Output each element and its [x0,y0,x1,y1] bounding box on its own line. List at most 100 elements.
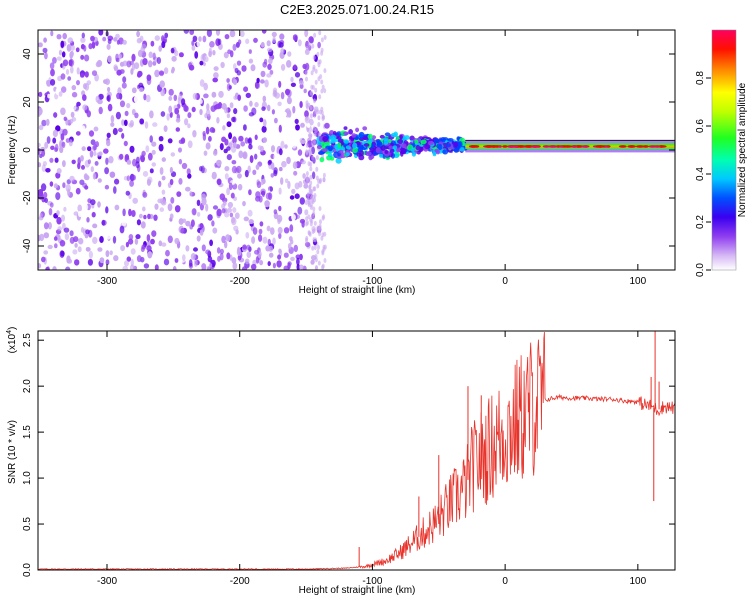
heatmap-cell [318,59,322,65]
heatmap-cell [266,225,271,232]
heatmap-cell [318,94,322,100]
heatmap-cell [203,150,208,156]
heatmap-cell [299,218,306,224]
heatmap-cell [55,125,61,132]
heatmap-cell [309,180,313,186]
x-tick-label: 100 [629,576,646,587]
heatmap-cell [270,173,275,178]
heatmap-cell [315,155,319,161]
heatmap-cell [248,143,253,150]
heatmap-cell [306,192,310,198]
heatmap-cell [174,205,181,213]
heatmap-cell [171,55,177,62]
heatmap-cell [212,205,219,210]
heatmap-cell [248,219,254,225]
heatmap-cell [119,153,124,160]
heatmap-cell [90,35,95,42]
heatmap-cell [392,145,398,150]
heatmap-cell [196,211,201,217]
x-tick-label: -200 [230,276,250,287]
heatmap-cell [318,30,322,36]
heatmap-cell [128,234,134,240]
heatmap-cell [278,187,282,195]
heatmap-cell [167,138,173,144]
snr-marks [38,331,675,570]
y-tick-label: 2.0 [22,379,33,393]
heatmap-cell [172,266,177,270]
heatmap-cell [290,82,296,88]
heatmap-cell [280,48,285,55]
heatmap-cell [308,231,312,237]
heatmap-cell [358,131,365,139]
heatmap-cell [294,182,300,190]
heatmap-cell [272,87,278,94]
heatmap-cell [119,100,126,108]
heatmap-cell [558,145,565,148]
heatmap-cell [97,201,101,208]
heatmap-cell [74,259,80,266]
heatmap-cell [283,252,289,258]
heatmap-cell [305,171,309,177]
heatmap-cell [309,134,313,140]
heatmap-cell [80,37,86,43]
heatmap-cell [236,248,242,257]
heatmap-cell [87,159,91,165]
heatmap-cell [170,152,176,157]
heatmap-cell [459,147,465,152]
heatmap-cell [185,186,191,192]
heatmap-cell [202,35,207,43]
heatmap-cell [277,101,282,107]
heatmap-cell [243,124,247,131]
heatmap-cell [221,103,227,110]
heatmap-cell [383,139,389,145]
heatmap-cell [184,105,189,112]
heatmap-cell [163,258,170,266]
heatmap-cell [310,189,314,195]
heatmap-cell [126,159,132,165]
heatmap-cell [60,107,66,116]
heatmap-cell [267,47,273,53]
heatmap-cell [300,139,306,145]
heatmap-cell [242,151,248,160]
heatmap-cell [227,207,232,213]
heatmap-cell [268,159,273,165]
heatmap-cell [140,155,146,163]
heatmap-cell [317,260,321,266]
heatmap-cell [113,255,119,262]
heatmap-cell [228,132,233,140]
heatmap-cell [271,31,277,38]
heatmap-cell [131,53,136,62]
heatmap-cell [532,145,539,148]
heatmap-cell [149,168,154,174]
heatmap-cell [70,50,74,58]
heatmap-cell [159,167,164,175]
heatmap-cell [330,134,337,141]
heatmap-cell [285,202,290,209]
heatmap-cell [178,218,184,225]
heatmap-cell [83,83,87,90]
heatmap-cell [384,150,389,154]
heatmap-cell [106,132,111,138]
heatmap-cell [203,93,209,99]
heatmap-cell [231,216,236,224]
heatmap-cell [43,191,48,199]
heatmap-cell [106,43,111,50]
heatmap-cell [278,124,282,133]
heatmap-y-ticks: -40 -20 0 20 40 [22,48,675,253]
heatmap-cell [336,135,342,140]
heatmap-cell [316,51,320,57]
heatmap-cell [249,180,255,188]
heatmap-cell [199,108,203,116]
snr-y-axis-label: SNR (10 * v/v) [7,420,18,484]
heatmap-cell [163,125,168,132]
heatmap-cell [106,95,110,102]
heatmap-cell [241,65,247,72]
heatmap-cell [397,139,404,144]
heatmap-cell [203,82,208,91]
heatmap-cell [376,141,383,148]
heatmap-cell [287,243,292,250]
heatmap-cell [311,155,315,161]
heatmap-cell [335,157,342,164]
heatmap-cell [320,106,324,112]
heatmap-cell [224,173,229,180]
